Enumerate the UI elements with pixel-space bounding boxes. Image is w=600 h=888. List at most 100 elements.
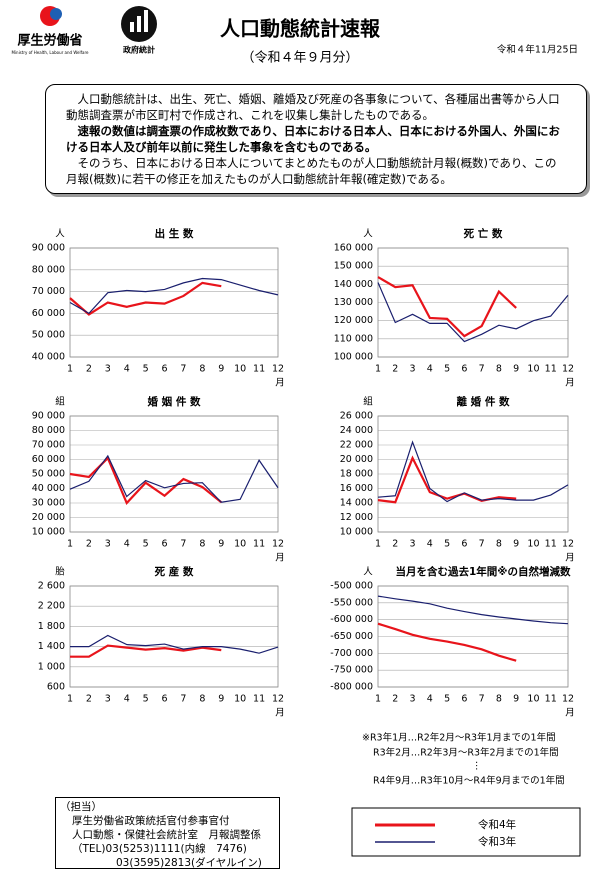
y-tick-label: -750 000	[330, 665, 373, 676]
y-tick-label: -500 000	[330, 581, 373, 592]
x-tick-label: 3	[410, 694, 416, 705]
x-tick-label: 12	[272, 539, 284, 550]
y-tick-label: 130 000	[334, 297, 373, 308]
x-tick-label: 9	[218, 539, 224, 550]
y-tick-label: 110 000	[334, 333, 373, 344]
y-tick-label: -550 000	[330, 597, 373, 608]
ministry-en: Ministry of Health, Labour and Welfare	[11, 50, 89, 55]
y-tick-label: 2 600	[38, 581, 65, 592]
x-tick-label: 12	[562, 694, 574, 705]
x-tick-label: 10	[527, 539, 539, 550]
contact-line: 厚生労働省政策統括官付参事官付	[72, 815, 230, 827]
plot-frame	[377, 415, 569, 533]
y-tick-label: -650 000	[330, 631, 373, 642]
x-tick-label: 8	[199, 539, 205, 550]
x-tick-label: 10	[527, 694, 539, 705]
y-tick-label: 160 000	[334, 243, 373, 254]
x-tick-label: 4	[427, 364, 433, 375]
y-tick-label: 120 000	[334, 315, 373, 326]
footnote: ※R3年1月…R2年2月～R3年1月までの1年間	[362, 732, 556, 744]
x-tick-label: 1	[67, 364, 73, 375]
x-tick-label: 9	[218, 364, 224, 375]
y-tick-label: -700 000	[330, 648, 373, 659]
x-tick-label: 1	[375, 539, 381, 550]
chart-title: 離 婚 件 数	[457, 395, 510, 408]
series-line	[377, 455, 517, 504]
x-axis-label: 月	[565, 553, 575, 564]
x-tick-label: 1	[375, 364, 381, 375]
chart-title: 出 生 数	[155, 227, 194, 240]
intro-text: 人口動態統計は、出生、死亡、婚姻、離婚及び死産の各事象について、各種届出書等から…	[66, 92, 560, 122]
x-tick-label: 6	[461, 364, 467, 375]
x-tick-label: 5	[143, 364, 149, 375]
x-axis-label: 月	[565, 378, 575, 389]
y-tick-label: 1 800	[38, 621, 65, 632]
x-tick-label: 6	[461, 694, 467, 705]
footnote: ⋮	[472, 761, 482, 772]
y-tick-label: -800 000	[330, 682, 373, 693]
x-tick-label: 10	[527, 364, 539, 375]
x-tick-label: 10	[234, 539, 246, 550]
y-tick-label: 80 000	[32, 264, 65, 275]
x-tick-label: 7	[479, 539, 485, 550]
x-tick-label: 9	[513, 364, 519, 375]
series-line	[377, 440, 569, 503]
y-tick-label: 50 000	[32, 469, 65, 480]
x-tick-label: 1	[67, 694, 73, 705]
contact-line: （担当）	[60, 801, 102, 813]
y-tick-label: 150 000	[334, 261, 373, 272]
y-axis-label: 人	[363, 567, 373, 578]
y-tick-label: 14 000	[340, 498, 373, 509]
y-tick-label: 40 000	[32, 352, 65, 363]
x-tick-label: 9	[513, 539, 519, 550]
series-line	[69, 454, 279, 503]
x-tick-label: 5	[444, 539, 450, 550]
logo-mark	[50, 8, 62, 20]
contact-line: 03(3595)2813(ダイヤルイン)	[116, 857, 262, 869]
y-tick-label: 50 000	[32, 330, 65, 341]
chart-title: 死 亡 数	[463, 227, 503, 240]
plot-frame	[377, 585, 569, 688]
x-tick-label: 9	[513, 694, 519, 705]
y-tick-label: 10 000	[340, 527, 373, 538]
x-tick-label: 10	[234, 694, 246, 705]
x-tick-label: 11	[253, 364, 265, 375]
x-tick-label: 3	[410, 364, 416, 375]
x-tick-label: 1	[67, 539, 73, 550]
plot-frame	[69, 247, 279, 358]
x-axis-label: 月	[275, 708, 285, 719]
x-tick-label: 2	[86, 364, 92, 375]
stats-label: 政府統計	[123, 45, 155, 55]
x-tick-label: 5	[143, 694, 149, 705]
plot-frame	[377, 247, 569, 358]
contact-line: 人口動態・保健社会統計室 月報調整係	[72, 829, 261, 841]
y-axis-label: 人	[55, 229, 65, 240]
y-tick-label: 90 000	[32, 243, 65, 254]
x-tick-label: 11	[253, 694, 265, 705]
x-tick-label: 11	[545, 364, 557, 375]
chart-title: 婚 姻 件 数	[147, 395, 201, 408]
x-tick-label: 8	[199, 364, 205, 375]
series-line	[377, 282, 569, 343]
x-tick-label: 11	[253, 539, 265, 550]
y-tick-label: 24 000	[340, 425, 373, 436]
x-tick-label: 4	[427, 539, 433, 550]
x-tick-label: 3	[410, 539, 416, 550]
y-tick-label: 18 000	[340, 469, 373, 480]
x-tick-label: 7	[180, 694, 186, 705]
x-tick-label: 5	[444, 694, 450, 705]
y-tick-label: 70 000	[32, 286, 65, 297]
x-tick-label: 3	[105, 539, 111, 550]
x-tick-label: 8	[496, 694, 502, 705]
chart-title: 当月を含む過去1年間※の自然増減数	[395, 565, 571, 578]
x-tick-label: 1	[375, 694, 381, 705]
footnote: R4年9月…R3年10月～R4年9月までの1年間	[373, 775, 565, 787]
y-tick-label: 12 000	[340, 512, 373, 523]
title: 人口動態統計速報	[220, 17, 381, 41]
series-line	[70, 634, 279, 654]
x-tick-label: 8	[199, 694, 205, 705]
x-tick-label: 12	[272, 364, 284, 375]
x-tick-label: 3	[105, 364, 111, 375]
date: 令和４年11月25日	[497, 44, 578, 56]
